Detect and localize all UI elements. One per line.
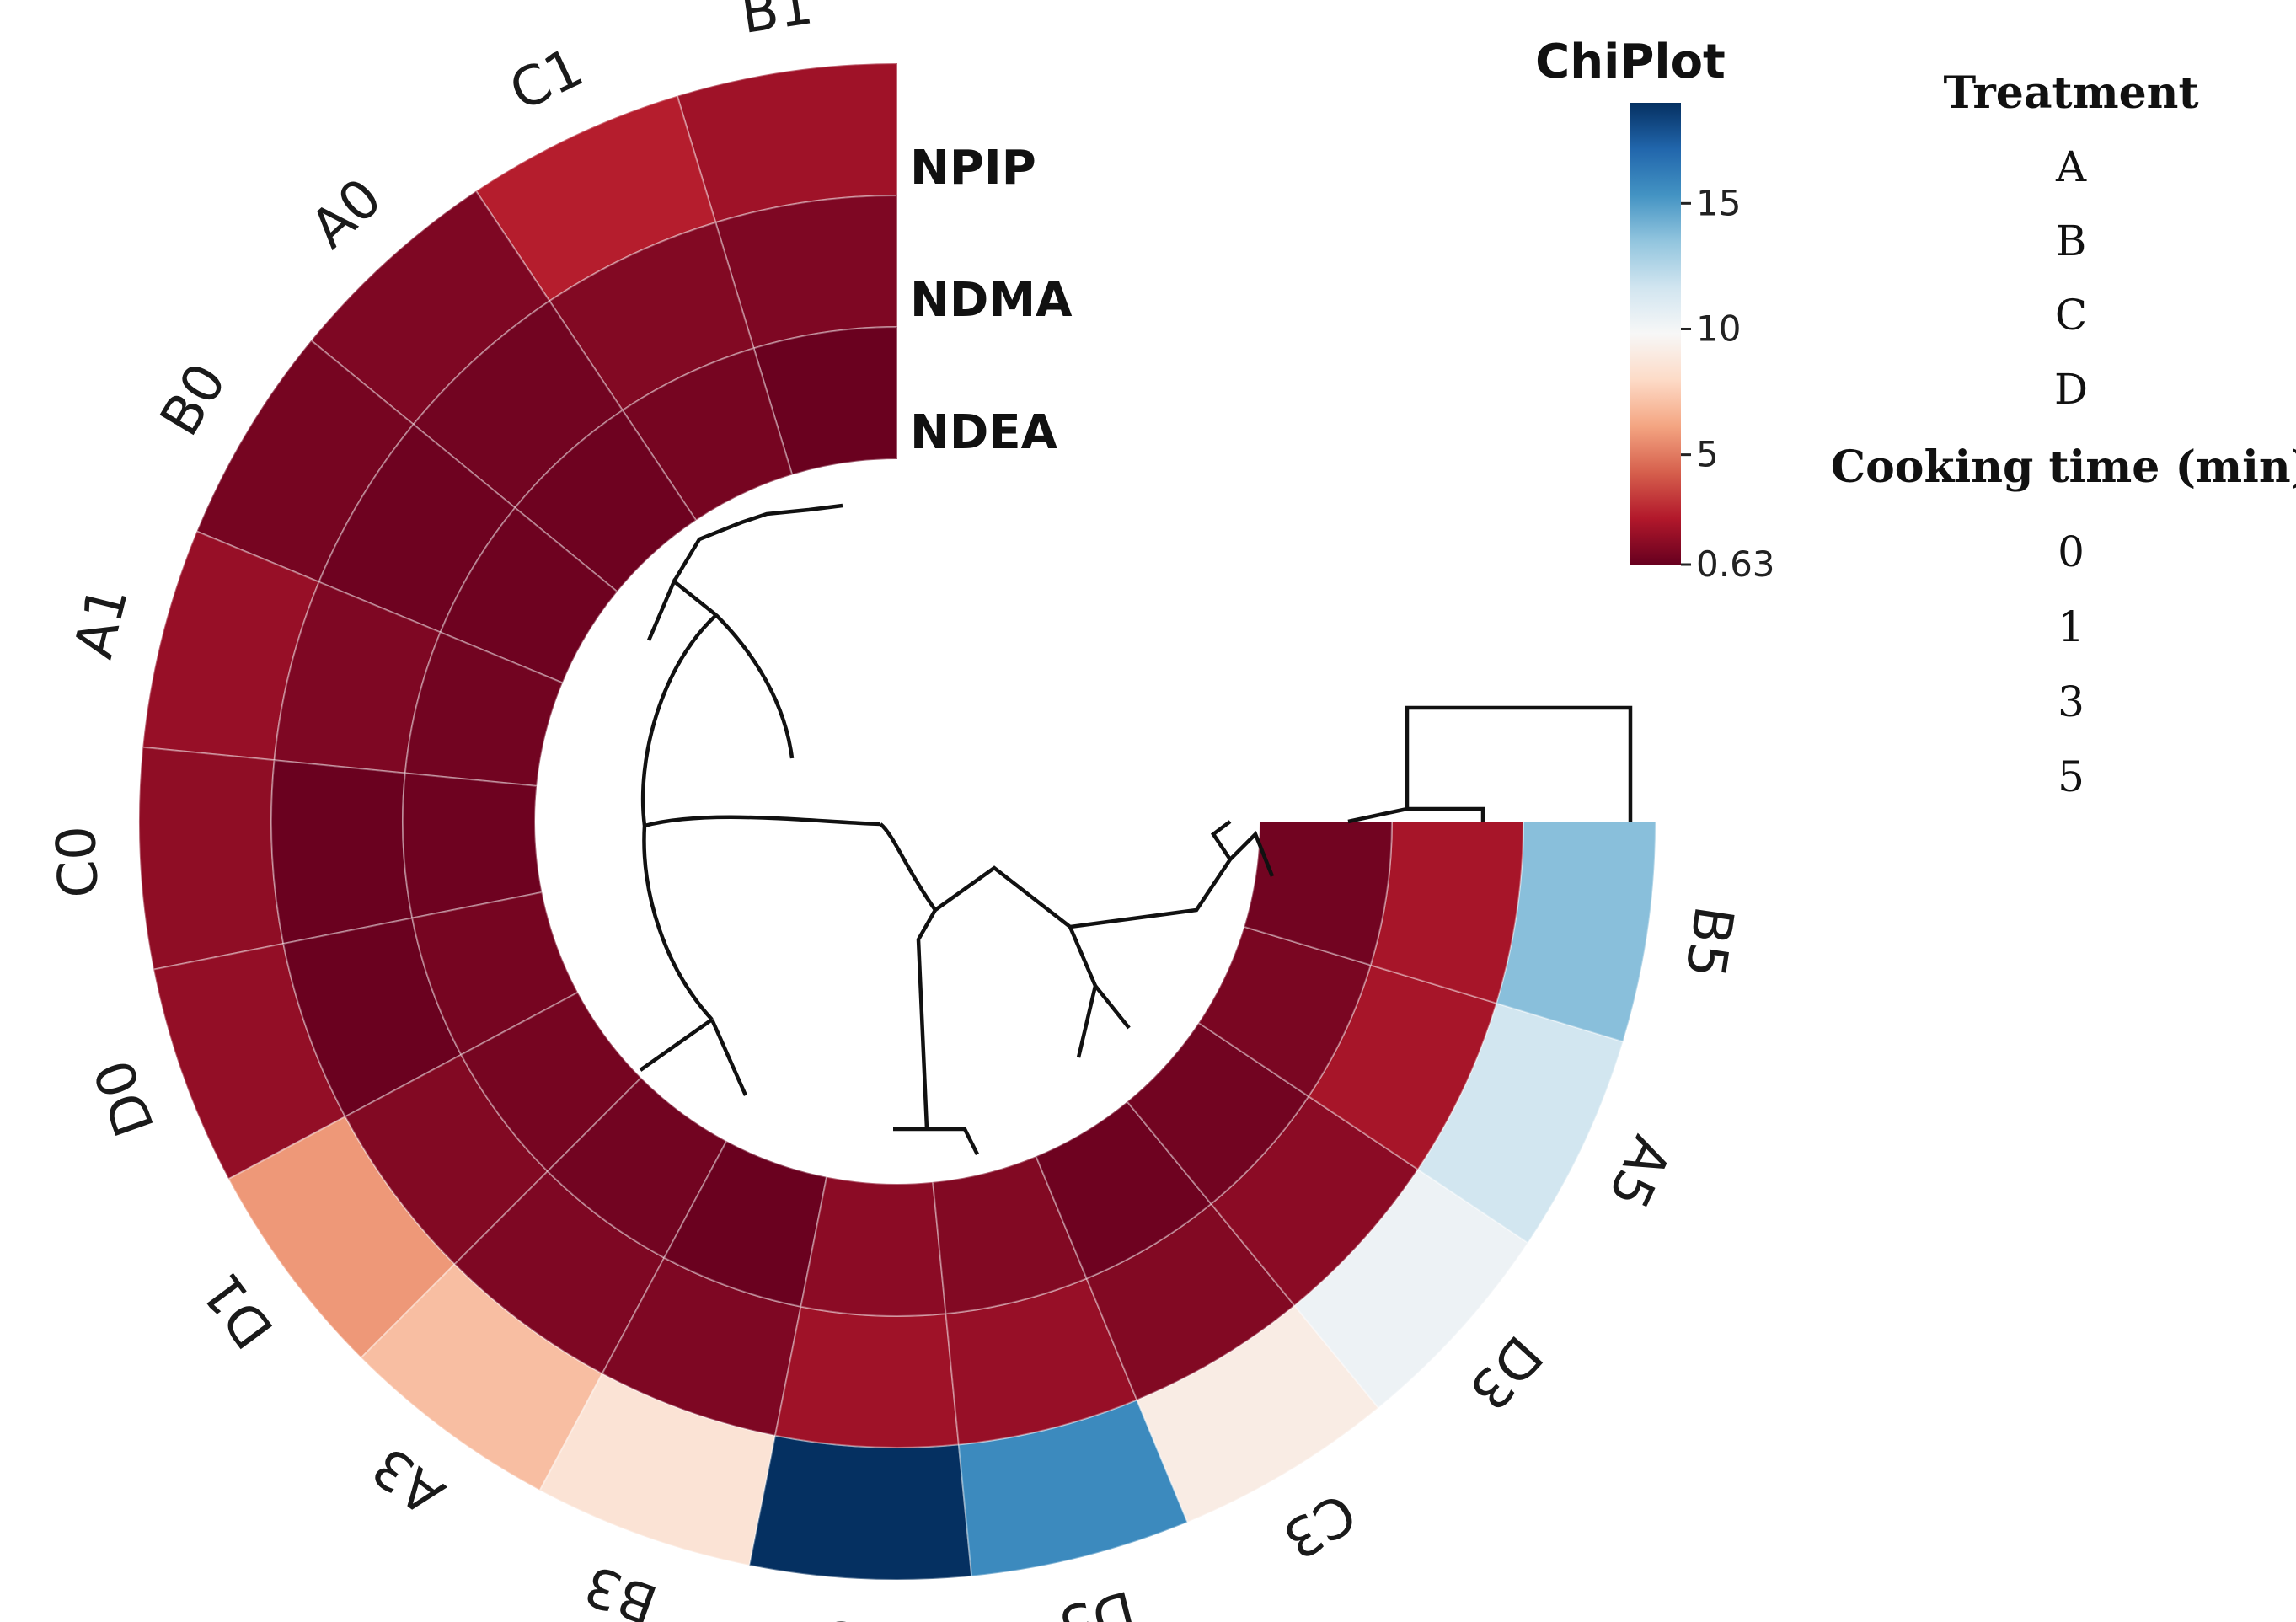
sample-label-b3: B3 [577,1552,666,1622]
heat-cell-npip-c0 [138,746,285,971]
heat-cell-ndea-d3 [1126,1021,1310,1206]
colorbar-title: ChiPlot [1535,35,1726,89]
heat-cell-ndea-c1 [621,347,794,522]
legend-cooking-3: 3 [2058,677,2085,726]
row-label-ndea: NDEA [910,405,1058,460]
sample-label-d5: D5 [1052,1577,1141,1622]
sample-label-a3: A3 [361,1434,456,1527]
heat-cell-ndea-b5 [1243,821,1394,966]
legend-treatment-a: A [2055,142,2087,191]
heat-cell-ndea-a5 [1197,925,1372,1098]
sample-label-d1: D1 [191,1261,286,1359]
row-label-npip: NPIP [910,141,1036,195]
sample-label-d3: D3 [1457,1324,1554,1421]
legend-cooking-1: 1 [2058,602,2085,651]
sample-label-c3: C3 [1272,1480,1366,1570]
heat-cell-ndea-b1 [752,325,898,476]
sample-label-b0: B0 [149,353,239,447]
sample-label-d0: D0 [83,1052,167,1144]
sample-label-a5: A5 [1595,1127,1682,1218]
colorbar-tick-label: 0.63 [1696,543,1775,585]
heat-cell-npip-c5 [748,1434,973,1581]
legend-cooking-title: Cooking time (min) [1831,442,2296,493]
heat-cell-ndea-d5 [932,1154,1088,1315]
colorbar-ticks: 0.63 5 10 15 [1681,182,1775,585]
colorbar [1630,103,1681,565]
legend-treatment-d: D [2054,365,2088,414]
legend-treatment-b: B [2056,217,2087,265]
sample-label-c1: C1 [500,36,592,123]
legend-treatment-title: Treatment [1943,67,2198,119]
legend: Treatment A B C D Cooking time (min) 0 1… [1831,67,2296,801]
colorbar-tick-label: 5 [1696,434,1719,475]
sample-label-c0: C0 [45,824,111,899]
legend-treatment-c: C [2055,291,2087,340]
sample-label-a1: A1 [63,581,141,665]
heatmap-cells [138,62,1657,1581]
heat-cell-ndma-c5 [773,1305,960,1448]
colorbar-tick-label: 10 [1696,308,1741,349]
dendrogram [639,503,1633,1156]
sample-label-b5: B5 [1672,902,1745,982]
sample-label-b1: B1 [737,0,817,46]
sample-label-a0: A0 [299,167,393,261]
row-label-ndma: NDMA [910,273,1073,328]
heat-cell-ndea-a0 [513,409,698,593]
heat-cell-ndma-c0 [270,759,414,945]
heat-cell-ndea-b0 [439,506,619,684]
heat-cell-ndea-d0 [411,891,580,1057]
colorbar-tick-label: 15 [1696,182,1741,223]
legend-cooking-5: 5 [2058,752,2085,801]
dendrogram-branches [639,503,1633,1156]
legend-cooking-0: 0 [2058,527,2085,576]
sample-label-c5: C5 [820,1608,895,1622]
heat-cell-ndea-c5 [800,1175,947,1317]
